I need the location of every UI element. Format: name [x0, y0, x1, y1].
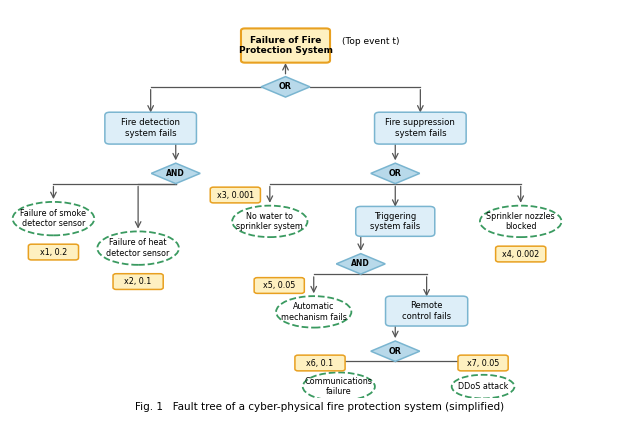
Polygon shape — [371, 341, 420, 361]
Text: OR: OR — [389, 169, 402, 178]
Text: x5, 0.05: x5, 0.05 — [263, 281, 296, 290]
Text: Automatic
mechanism fails: Automatic mechanism fails — [281, 302, 347, 321]
Ellipse shape — [97, 231, 179, 265]
Text: x2, 0.1: x2, 0.1 — [125, 277, 152, 286]
Text: x3, 0.001: x3, 0.001 — [217, 190, 254, 200]
Text: Fire suppression
system fails: Fire suppression system fails — [385, 118, 455, 138]
Text: OR: OR — [389, 347, 402, 356]
Polygon shape — [261, 77, 310, 97]
FancyBboxPatch shape — [254, 277, 305, 294]
Text: No water to
sprinkler system: No water to sprinkler system — [236, 212, 303, 231]
Text: (Top event t): (Top event t) — [342, 37, 399, 46]
Text: Sprinkler nozzles
blocked: Sprinkler nozzles blocked — [486, 212, 555, 231]
Ellipse shape — [480, 206, 561, 237]
Text: AND: AND — [166, 169, 185, 178]
Ellipse shape — [232, 206, 307, 237]
Text: x7, 0.05: x7, 0.05 — [467, 359, 499, 368]
Text: Communications
failure: Communications failure — [305, 377, 372, 396]
Text: Failure of Fire
Protection System: Failure of Fire Protection System — [239, 36, 333, 55]
Ellipse shape — [13, 202, 94, 235]
Ellipse shape — [303, 372, 375, 401]
Text: x1, 0.2: x1, 0.2 — [40, 247, 67, 257]
FancyBboxPatch shape — [495, 246, 546, 262]
Polygon shape — [151, 163, 200, 184]
Text: Fire detection
system fails: Fire detection system fails — [121, 118, 180, 138]
FancyBboxPatch shape — [113, 274, 163, 289]
FancyBboxPatch shape — [210, 187, 260, 203]
Polygon shape — [371, 163, 420, 184]
Text: Remote
control fails: Remote control fails — [402, 301, 451, 321]
Text: Triggering
system fails: Triggering system fails — [370, 212, 420, 231]
Text: DDoS attack: DDoS attack — [458, 382, 508, 391]
FancyBboxPatch shape — [385, 296, 468, 326]
FancyBboxPatch shape — [241, 28, 330, 63]
Text: Fig. 1   Fault tree of a cyber-physical fire protection system (simplified): Fig. 1 Fault tree of a cyber-physical fi… — [136, 401, 504, 412]
Ellipse shape — [452, 375, 515, 398]
FancyBboxPatch shape — [458, 355, 508, 371]
Text: OR: OR — [279, 82, 292, 91]
Text: AND: AND — [351, 259, 370, 268]
Text: x6, 0.1: x6, 0.1 — [307, 359, 333, 368]
Ellipse shape — [276, 296, 351, 327]
Text: x4, 0.002: x4, 0.002 — [502, 250, 540, 258]
FancyBboxPatch shape — [356, 206, 435, 236]
FancyBboxPatch shape — [105, 112, 196, 144]
Text: Failure of smoke
detector sensor: Failure of smoke detector sensor — [20, 209, 86, 228]
FancyBboxPatch shape — [28, 244, 79, 260]
FancyBboxPatch shape — [374, 112, 466, 144]
Text: Failure of heat
detector sensor: Failure of heat detector sensor — [106, 239, 170, 258]
Polygon shape — [336, 254, 385, 274]
FancyBboxPatch shape — [295, 355, 345, 371]
